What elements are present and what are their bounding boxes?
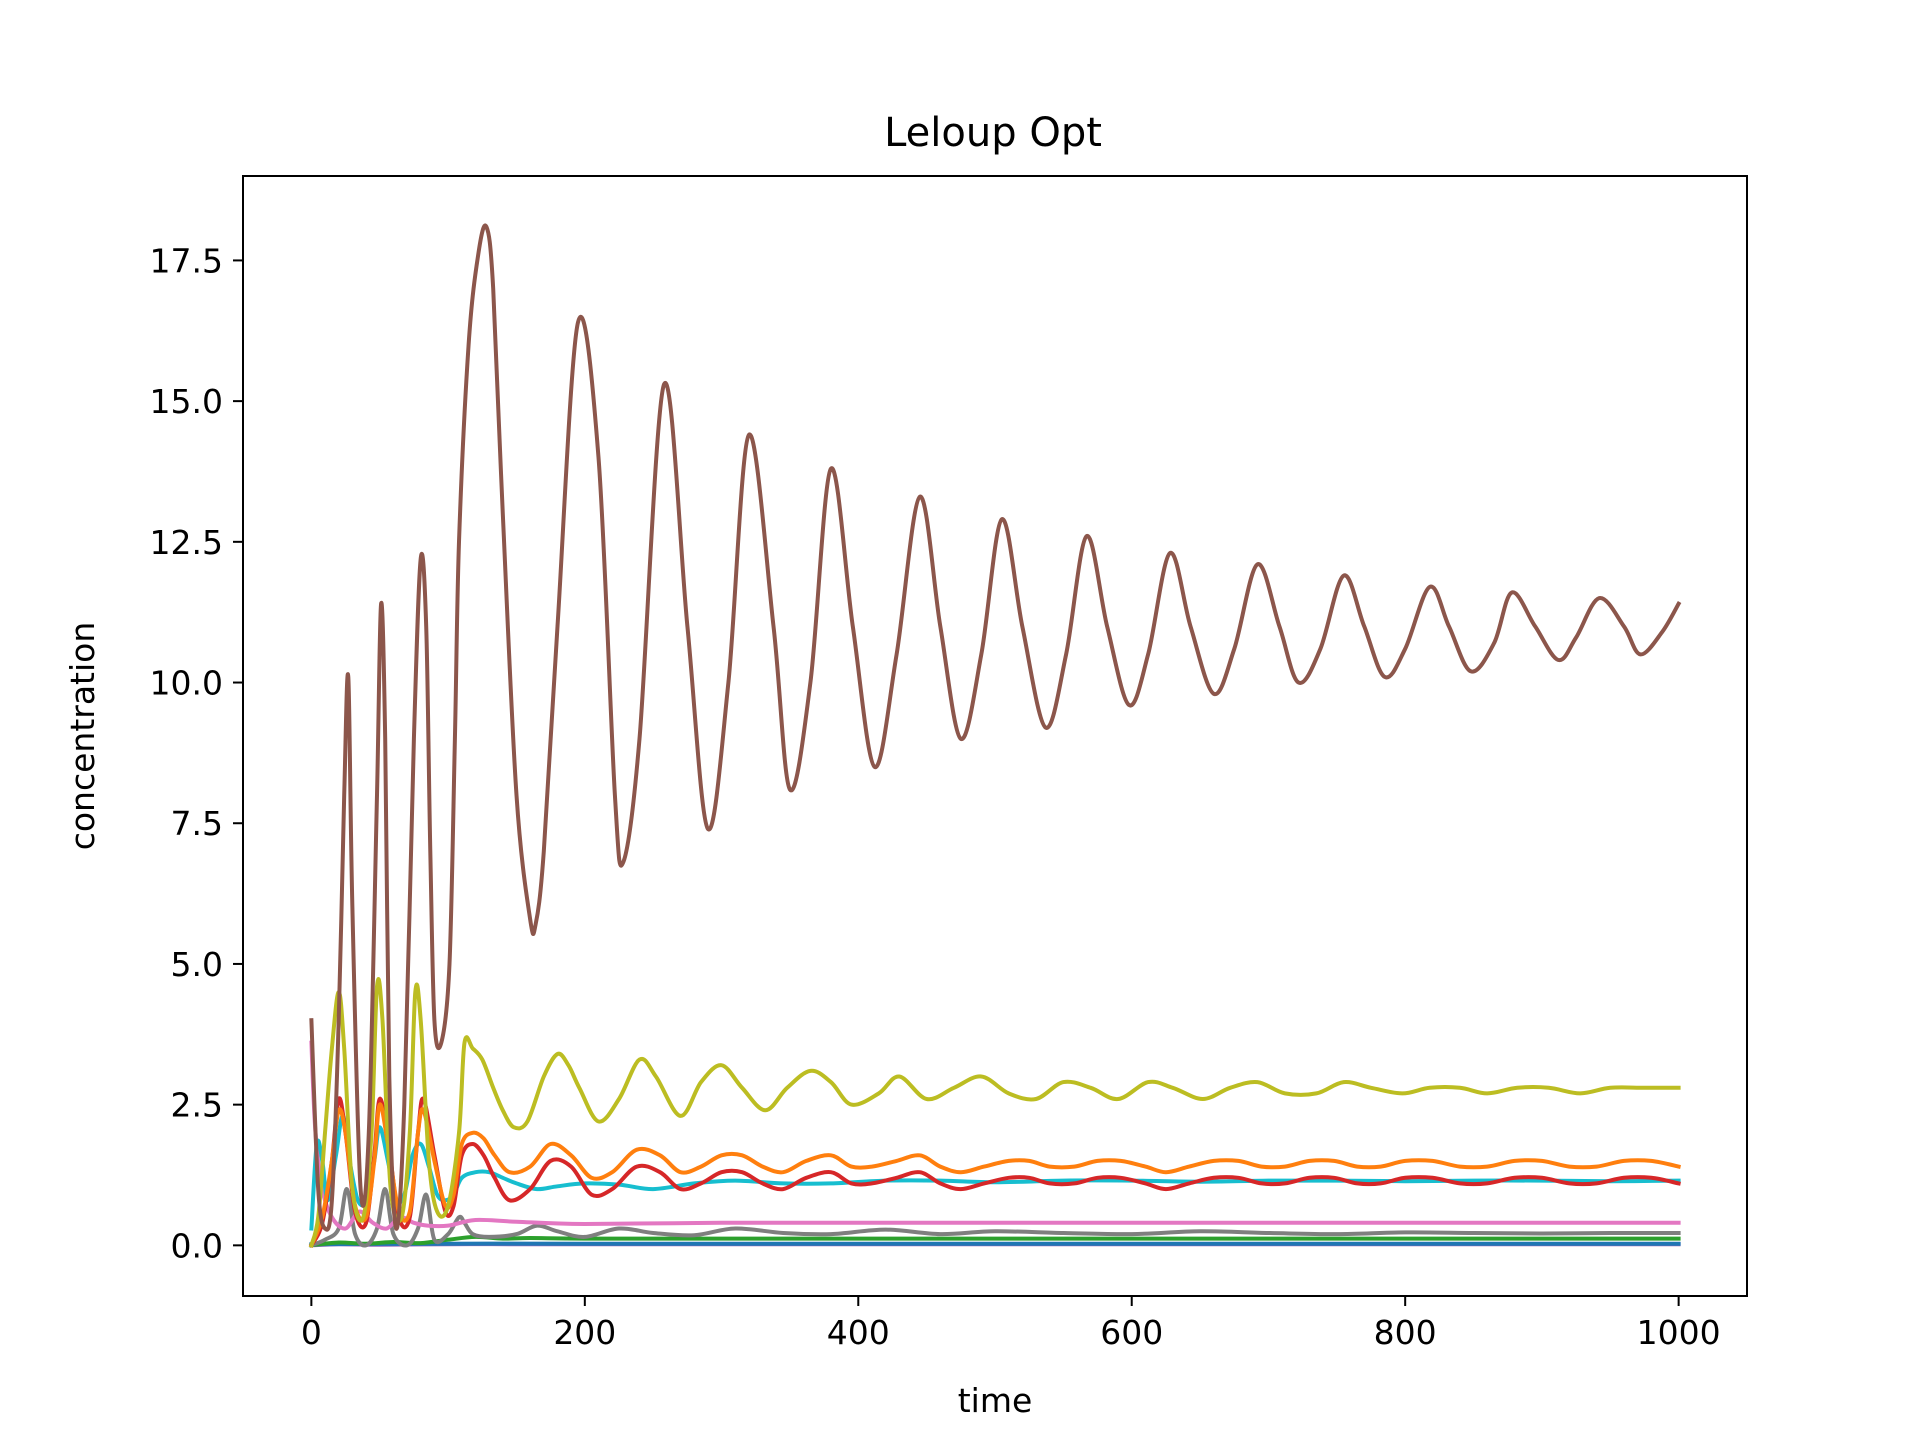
series-line-2 xyxy=(308,1102,1681,1248)
y-tick-label: 17.5 xyxy=(150,241,223,280)
chart-title: Leloup Opt xyxy=(884,110,1102,156)
x-tick-label: 0 xyxy=(301,1313,322,1352)
y-tick-label: 15.0 xyxy=(150,382,223,421)
x-tick-label: 600 xyxy=(1100,1313,1163,1352)
x-axis-label: time xyxy=(958,1381,1033,1420)
y-tick-label: 7.5 xyxy=(171,804,223,843)
series-line-0 xyxy=(309,223,1682,1232)
series-line-8 xyxy=(309,1241,1681,1247)
series-line-7 xyxy=(309,1234,1681,1248)
y-tick-label: 2.5 xyxy=(171,1086,223,1125)
x-tick-label: 200 xyxy=(553,1313,616,1352)
x-tick-label: 800 xyxy=(1374,1313,1437,1352)
y-tick-label: 12.5 xyxy=(150,523,223,562)
y-axis-label: concentration xyxy=(63,622,102,851)
axes-layer: 0 200 400 600 800 1000 0.0 2.5 5.0 7.5 10.0 12.5 15.… xyxy=(150,241,1721,1352)
y-tick-label: 0.0 xyxy=(171,1226,223,1265)
plot-layer xyxy=(308,223,1682,1248)
x-tick-label: 1000 xyxy=(1637,1313,1721,1352)
series-line-5 xyxy=(309,1040,1681,1231)
series-line-1 xyxy=(308,977,1681,1248)
series-line-6 xyxy=(308,1187,1681,1248)
x-tick-label: 400 xyxy=(827,1313,890,1352)
plot-frame xyxy=(242,175,1748,1297)
y-tick-label: 5.0 xyxy=(171,945,223,984)
y-tick-label: 10.0 xyxy=(150,664,223,703)
